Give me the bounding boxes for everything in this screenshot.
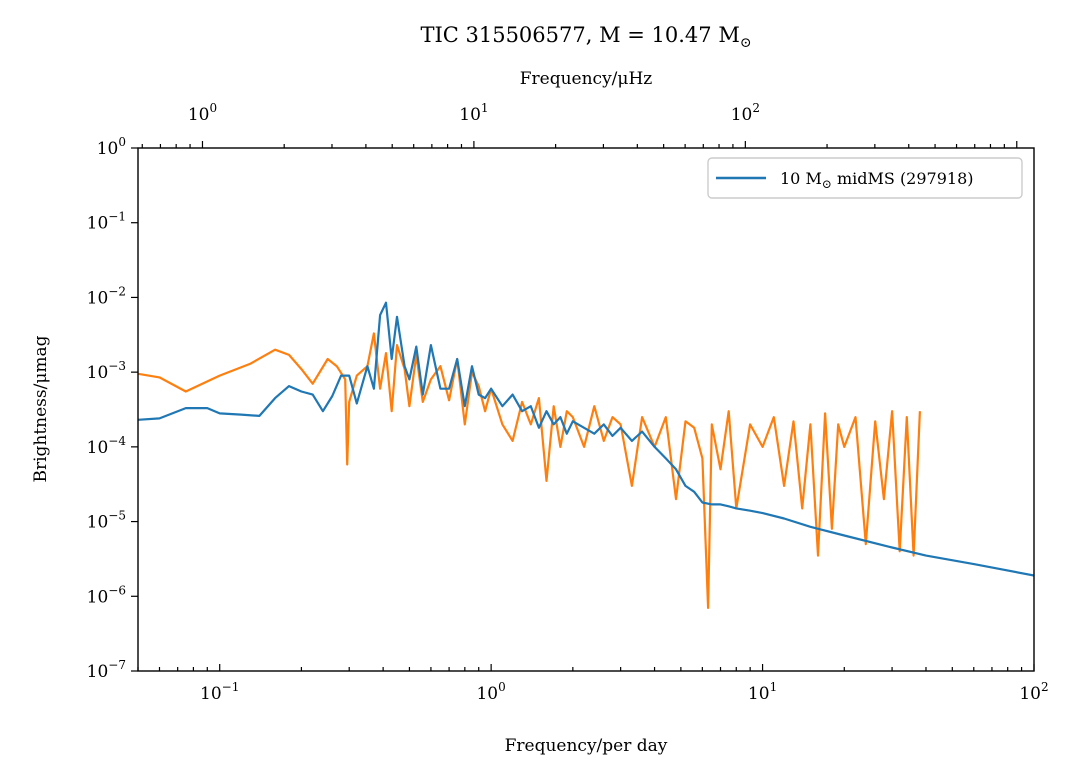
x-tick-label: 102 <box>1019 680 1048 704</box>
axis-ticks: 10−1 100 101 102 100 101 102 100 10−1 10−2 10−3 10−… <box>87 101 1049 704</box>
y-tick-label: 100 <box>97 135 126 159</box>
y-tick-label: 10−7 <box>87 658 126 682</box>
x-axis-label: Frequency/per day <box>505 736 668 756</box>
y-tick-label: 10−3 <box>87 359 126 383</box>
x2-axis-label: Frequency/μHz <box>520 69 653 89</box>
series-line-model <box>138 301 1034 577</box>
plot-frame <box>137 147 1035 672</box>
x-tick-label: 101 <box>748 680 777 704</box>
legend: 10 M⊙ midMS (297918) <box>707 157 1023 199</box>
x-tick-label: 100 <box>476 680 505 704</box>
x2-tick-label: 101 <box>459 101 488 125</box>
y-tick-label: 10−5 <box>87 509 126 533</box>
x2-tick-label: 102 <box>731 101 760 125</box>
y-tick-label: 10−4 <box>87 434 127 458</box>
y-tick-label: 10−6 <box>87 583 126 607</box>
x-tick-label: 10−1 <box>200 680 239 704</box>
chart-title: TIC 315506577, M = 10.47 M⊙ <box>420 23 751 51</box>
legend-box <box>707 157 1023 199</box>
legend-label-model: 10 M⊙ midMS (297918) <box>780 169 974 191</box>
series-line-observed <box>138 332 921 609</box>
y-tick-label: 10−1 <box>87 210 126 234</box>
y-tick-label: 10−2 <box>87 284 126 308</box>
y-axis-label: Brightness/μmag <box>31 335 51 482</box>
x2-tick-label: 100 <box>188 101 217 125</box>
plot-area <box>138 301 1034 609</box>
